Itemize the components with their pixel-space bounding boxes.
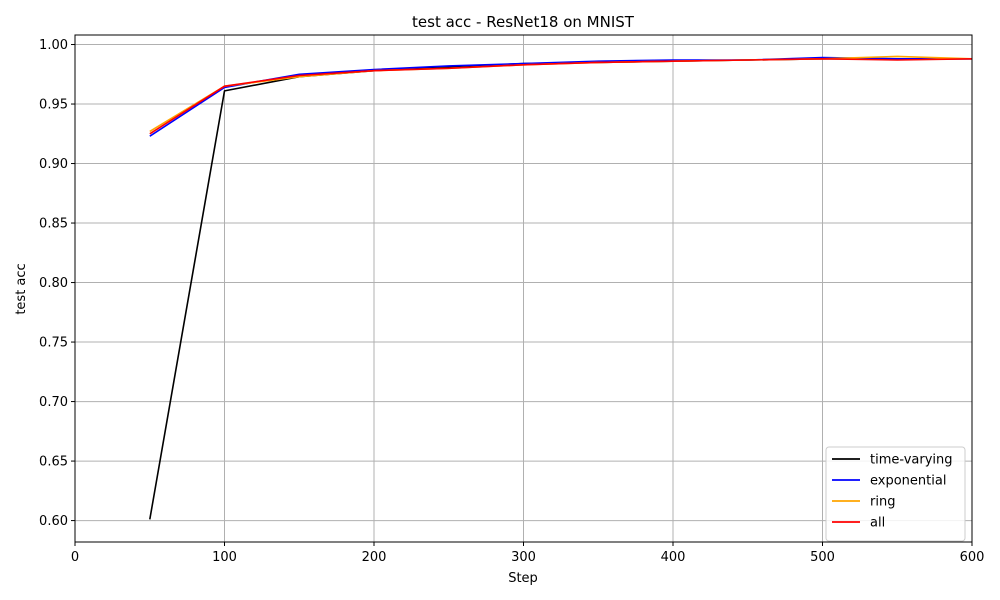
legend-label: time-varying xyxy=(870,453,953,468)
x-tick-label: 600 xyxy=(960,550,985,565)
axis-ticks: 0 100 200 300 400 500 600 0.60 0.65 0.70 0.75 0.80 0… xyxy=(39,38,984,565)
y-tick-label: 0.85 xyxy=(39,217,68,232)
legend-label: ring xyxy=(870,495,895,510)
y-tick-label: 0.60 xyxy=(39,514,68,529)
series-line-all xyxy=(149,57,973,135)
legend-label: all xyxy=(870,516,885,531)
y-tick-label: 0.95 xyxy=(39,98,68,113)
legend: time-varying exponential ring all xyxy=(825,446,966,542)
y-tick-label: 0.80 xyxy=(39,276,68,291)
legend-box xyxy=(825,446,966,542)
y-tick-label: 0.70 xyxy=(39,395,68,410)
series-lines xyxy=(149,55,973,520)
x-tick-label: 400 xyxy=(661,550,686,565)
y-axis-label: test acc xyxy=(14,263,29,314)
x-tick-label: 0 xyxy=(71,550,79,565)
x-tick-label: 200 xyxy=(362,550,387,565)
y-tick-label: 1.00 xyxy=(39,38,68,53)
y-tick-label: 0.65 xyxy=(39,455,68,470)
x-tick-label: 500 xyxy=(810,550,835,565)
x-axis-label: Step xyxy=(508,571,538,586)
y-tick-label: 0.90 xyxy=(39,157,68,172)
x-tick-label: 100 xyxy=(212,550,237,565)
x-tick-label: 300 xyxy=(511,550,536,565)
chart-title: test acc - ResNet18 on MNIST xyxy=(412,13,635,31)
grid xyxy=(74,35,973,542)
legend-label: exponential xyxy=(870,474,946,489)
y-tick-label: 0.75 xyxy=(39,336,68,351)
